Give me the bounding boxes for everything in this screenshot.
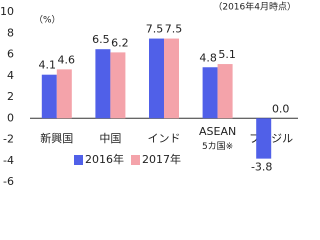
bar xyxy=(95,49,111,119)
legend-swatch xyxy=(131,155,140,165)
bar xyxy=(256,118,272,159)
y-tick-label: 8 xyxy=(7,26,14,39)
y-tick-label: 2 xyxy=(7,90,14,103)
x-tick-label: 中国 xyxy=(99,132,121,145)
legend-label: 2016年 xyxy=(85,152,124,166)
value-label: 4.1 xyxy=(39,59,57,72)
value-label: 6.2 xyxy=(111,36,129,49)
value-label: 0.0 xyxy=(272,102,290,115)
value-label: 4.8 xyxy=(199,51,217,64)
chart: （2016年4月時点） （%） -6 -4 -2 0 2 4 6 8 10 新興国 4.1 4.6 中国… xyxy=(0,1,298,188)
chart-title: （2016年4月時点） xyxy=(213,1,296,13)
y-tick-label: 10 xyxy=(0,5,14,18)
value-label: 5.1 xyxy=(218,48,236,61)
legend-swatch xyxy=(74,155,83,165)
bar xyxy=(164,38,179,119)
y-axis-label: （%） xyxy=(34,15,61,26)
y-tick-label: 0 xyxy=(7,111,14,124)
y-tick-label: -4 xyxy=(3,154,14,167)
value-label: 7.5 xyxy=(146,23,164,36)
bar xyxy=(110,52,126,119)
y-tick-label: 4 xyxy=(7,69,14,82)
bar xyxy=(217,64,233,119)
bar xyxy=(41,74,57,119)
y-tick-label: 6 xyxy=(7,48,14,61)
x-tick-label: インド xyxy=(148,132,181,145)
value-label: -3.8 xyxy=(251,161,272,174)
bar xyxy=(202,67,218,119)
bar xyxy=(149,38,164,119)
bar xyxy=(56,69,72,119)
value-label: 4.6 xyxy=(58,53,76,66)
y-tick-label: -2 xyxy=(3,133,14,146)
legend-label: 2017年 xyxy=(142,152,181,166)
value-label: 6.5 xyxy=(92,33,110,46)
x-tick-label: ASEAN 5カ国※ xyxy=(199,125,236,152)
y-tick-label: -6 xyxy=(3,175,14,188)
value-label: 7.5 xyxy=(165,23,183,36)
x-tick-label: 新興国 xyxy=(40,131,73,145)
